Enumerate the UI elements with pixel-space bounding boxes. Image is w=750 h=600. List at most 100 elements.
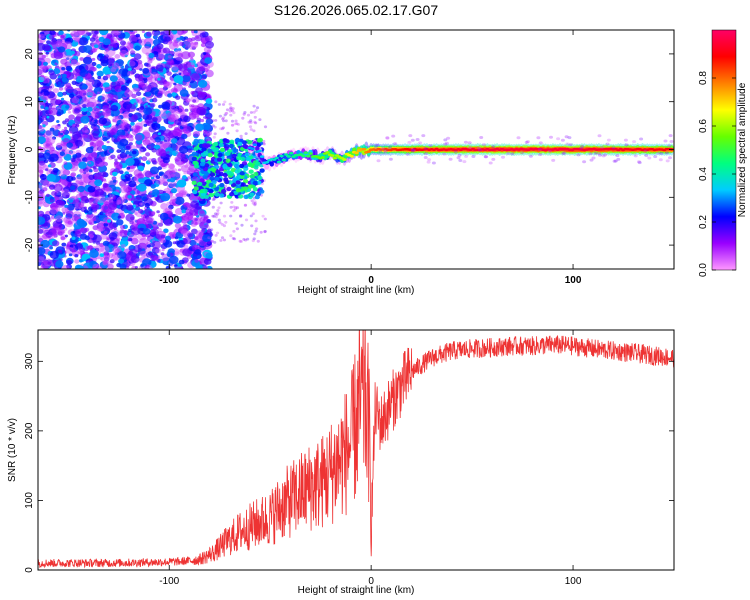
heatmap-cell xyxy=(214,119,218,122)
heatmap-cell xyxy=(214,192,220,197)
heatmap-cell xyxy=(182,69,192,77)
heatmap-cell xyxy=(172,183,177,187)
heatmap-cell xyxy=(38,109,43,118)
heatmap-cell xyxy=(193,146,199,151)
heatmap-cell xyxy=(128,137,134,142)
heatmap-cell xyxy=(253,171,259,177)
heatmap-cell xyxy=(48,153,59,162)
heatmap-cell xyxy=(92,263,100,269)
heatmap-cell xyxy=(257,175,263,181)
heatmap-cell xyxy=(263,217,267,221)
heatmap-cell xyxy=(206,134,210,138)
heatmap-cell xyxy=(112,43,118,48)
heatmap-cell xyxy=(623,138,628,142)
heatmap-cell xyxy=(144,246,152,253)
heatmap-cell xyxy=(57,91,64,97)
heatmap-cell xyxy=(79,89,90,98)
heatmap-cell xyxy=(96,195,106,204)
spectrogram-ytick-label: 0 xyxy=(24,146,35,152)
heatmap-cell xyxy=(232,229,236,233)
heatmap-cell xyxy=(252,237,256,241)
heatmap-cell xyxy=(145,52,150,56)
heatmap-cell xyxy=(591,156,596,160)
heatmap-cell xyxy=(89,37,96,42)
heatmap-cell xyxy=(69,244,74,248)
heatmap-cell xyxy=(219,239,223,242)
heatmap-cell xyxy=(232,205,236,209)
heatmap-cell xyxy=(77,214,81,217)
heatmap-cell xyxy=(665,159,670,163)
heatmap-cell xyxy=(81,173,88,179)
heatmap-cell xyxy=(231,123,235,127)
heatmap-cell xyxy=(89,260,98,268)
snr-xlabel: Height of straight line (km) xyxy=(298,585,415,596)
heatmap-cell xyxy=(203,52,207,55)
heatmap-cell xyxy=(476,146,481,150)
heatmap-cell xyxy=(210,228,214,232)
heatmap-cell xyxy=(88,161,92,165)
heatmap-cell xyxy=(114,158,118,162)
heatmap-cell xyxy=(612,159,617,163)
heatmap-cell xyxy=(231,237,235,240)
heatmap-cell xyxy=(236,156,242,161)
colorbar: 0.0 0.2 0.4 0.6 0.8 Normalized spectral ampl… xyxy=(698,29,748,277)
ridge-cell xyxy=(252,143,257,146)
heatmap-cell xyxy=(98,117,108,125)
heatmap-cell xyxy=(76,62,80,66)
heatmap-cell xyxy=(255,106,260,110)
heatmap-cell xyxy=(66,259,73,265)
heatmap-cell xyxy=(92,190,101,198)
heatmap-cell xyxy=(378,149,383,153)
heatmap-cell xyxy=(46,193,50,197)
heatmap-cell xyxy=(172,241,177,245)
heatmap-cell xyxy=(144,37,152,45)
heatmap-cell xyxy=(234,206,238,209)
heatmap-cell xyxy=(155,64,164,72)
heatmap-cell xyxy=(418,141,423,145)
snr-ytick-label: 100 xyxy=(24,492,35,509)
heatmap-cell xyxy=(229,214,233,218)
heatmap-cell xyxy=(72,131,82,140)
heatmap-cell xyxy=(185,178,189,182)
ridge-cell xyxy=(325,151,330,154)
heatmap-cell xyxy=(223,100,227,104)
heatmap-cell xyxy=(38,61,42,66)
heatmap-cell xyxy=(388,157,393,161)
heatmap-cell xyxy=(79,57,84,61)
heatmap-cell xyxy=(105,186,112,192)
heatmap-cell xyxy=(253,200,257,204)
heatmap-cell xyxy=(138,38,147,46)
heatmap-cell xyxy=(117,32,126,39)
heatmap-cell xyxy=(171,138,178,144)
heatmap-cell xyxy=(150,102,156,108)
heatmap-cell xyxy=(261,214,265,218)
heatmap-cell xyxy=(448,157,453,161)
heatmap-cell xyxy=(410,138,415,142)
heatmap-cell xyxy=(233,148,239,153)
heatmap-cell xyxy=(205,98,213,104)
heatmap-cell xyxy=(258,118,262,121)
heatmap-cell xyxy=(222,238,226,242)
heatmap-cell xyxy=(75,76,84,83)
heatmap-cell xyxy=(167,89,173,94)
heatmap-cell xyxy=(152,97,158,103)
heatmap-cell xyxy=(134,74,144,82)
heatmap-cell xyxy=(78,238,82,241)
heatmap-cell xyxy=(100,233,108,240)
heatmap-cell xyxy=(239,240,243,243)
heatmap-cell xyxy=(49,127,55,132)
heatmap-cell xyxy=(190,90,195,95)
heatmap-cell xyxy=(64,126,68,130)
heatmap-cell xyxy=(525,140,530,144)
heatmap-cell xyxy=(656,151,661,155)
heatmap-cell xyxy=(210,233,214,237)
heatmap-cell xyxy=(104,51,108,55)
heatmap-cell xyxy=(71,215,79,222)
heatmap-cell xyxy=(124,174,131,179)
heatmap-cell xyxy=(38,247,46,255)
heatmap-cell xyxy=(187,232,193,238)
heatmap-cell xyxy=(174,223,181,229)
heatmap-cell xyxy=(185,208,194,216)
heatmap-cell xyxy=(207,230,211,234)
heatmap-cell xyxy=(76,174,83,180)
